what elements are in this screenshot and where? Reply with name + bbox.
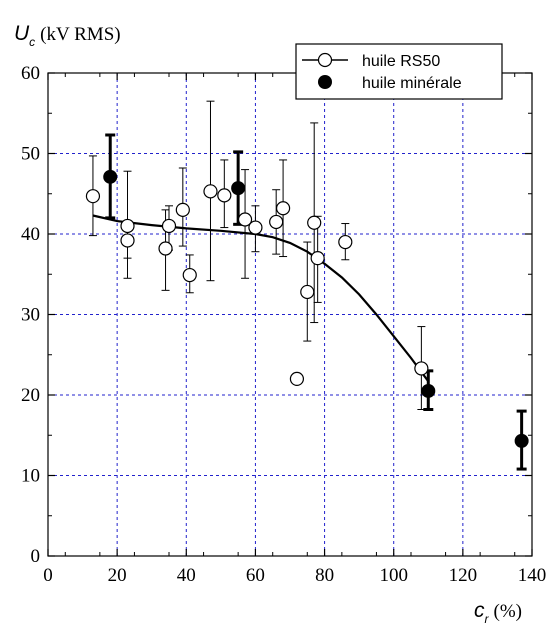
data-point-rs50 (182, 267, 197, 283)
legend-marker-rs50 (317, 52, 333, 68)
y-tick-label: 60 (21, 63, 40, 84)
x-tick-label: 100 (379, 565, 408, 586)
legend-marker-minerale (318, 75, 332, 89)
data-point-rs50 (175, 202, 190, 217)
x-axis-subscript: r (485, 612, 490, 626)
data-point-rs50 (310, 251, 325, 266)
data-point-minerale (103, 169, 118, 184)
data-point-rs50 (338, 234, 353, 250)
data-point-minerale (231, 181, 246, 196)
x-axis-symbol: c (474, 599, 485, 622)
x-tick-label: 20 (108, 565, 127, 586)
data-point-rs50 (120, 218, 135, 234)
legend: huile RS50 huile minérale (295, 43, 503, 100)
x-axis-title: cr (%) (474, 599, 522, 626)
y-axis-unit: (kV RMS) (40, 24, 120, 45)
data-point-rs50 (289, 371, 305, 386)
data-point-rs50 (237, 212, 253, 227)
y-tick-label: 10 (21, 466, 40, 487)
x-axis-unit: (%) (494, 601, 522, 622)
fit-curve (92, 214, 430, 382)
y-axis-subscript: c (29, 35, 35, 49)
data-point-rs50 (269, 214, 284, 230)
y-tick-label: 40 (21, 224, 40, 245)
x-tick-label: 0 (43, 565, 53, 586)
data-point-rs50 (414, 361, 429, 376)
y-tick-label: 0 (31, 546, 41, 567)
legend-label-minerale: huile minérale (362, 75, 462, 92)
x-tick-label: 60 (246, 565, 265, 586)
y-tick-label: 30 (21, 305, 40, 326)
grid (48, 73, 532, 556)
data-point-rs50 (161, 218, 177, 234)
y-axis-title: Uc (kV RMS) (14, 22, 121, 49)
legend-label-rs50: huile RS50 (362, 53, 440, 70)
data-point-rs50 (217, 188, 232, 203)
y-tick-label: 50 (21, 144, 40, 165)
data-point-rs50 (158, 241, 173, 256)
y-axis-symbol: U (14, 22, 30, 45)
x-tick-label: 120 (449, 565, 478, 586)
data-point-minerale (514, 433, 529, 448)
tick-labels: 0 20 40 60 80 100 120 140 0 10 20 30 40 50 60 (21, 63, 546, 586)
data-point-rs50 (85, 189, 101, 204)
data-point-rs50 (248, 220, 263, 235)
data-point-rs50 (307, 215, 322, 230)
data-point-minerale (421, 383, 436, 398)
x-tick-label: 40 (177, 565, 196, 586)
data-point-rs50 (275, 201, 291, 216)
x-tick-label: 140 (518, 565, 547, 586)
data-point-rs50 (120, 233, 135, 248)
data-point-rs50 (300, 284, 315, 300)
data-point-rs50 (203, 184, 218, 199)
legend-box (295, 43, 503, 100)
y-tick-label: 20 (21, 385, 40, 406)
x-tick-label: 80 (315, 565, 334, 586)
markers (85, 169, 529, 448)
